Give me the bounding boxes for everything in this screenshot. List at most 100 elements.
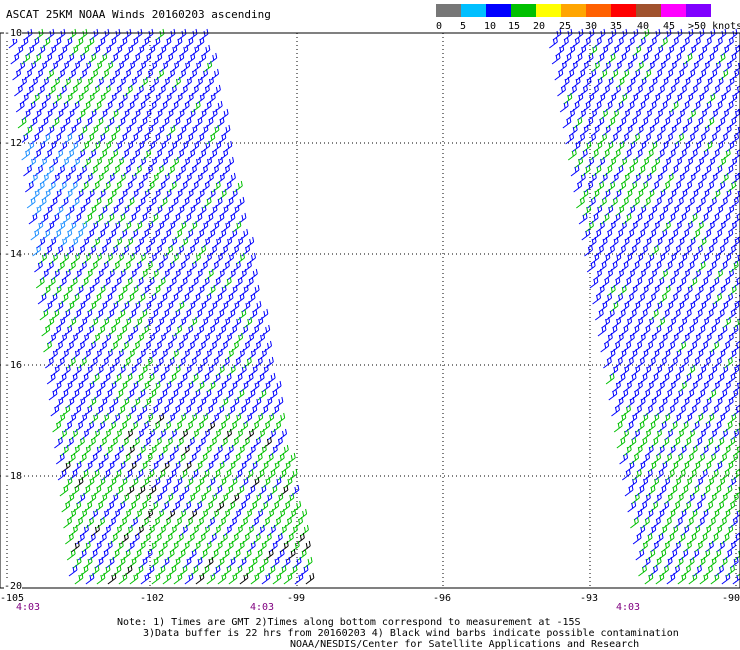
wind-barb-icon — [700, 316, 710, 329]
wind-barb-icon — [89, 28, 99, 41]
wind-barb-icon — [213, 196, 223, 209]
wind-barb-icon — [69, 84, 78, 97]
wind-barb-icon — [287, 508, 297, 521]
wind-barb-icon — [241, 396, 251, 409]
wind-barb-icon — [223, 236, 233, 249]
latitude-label: -18 — [4, 471, 23, 482]
wind-barb-icon — [639, 116, 649, 129]
wind-barb-icon — [144, 316, 154, 329]
wind-barb-icon — [208, 492, 218, 505]
wind-barb-icon — [144, 220, 154, 233]
wind-barb-icon — [685, 324, 695, 337]
wind-barb-icon — [61, 404, 71, 417]
wind-barb-icon — [26, 196, 36, 209]
wind-barb-icon — [78, 164, 87, 177]
wind-barb-icon — [197, 244, 207, 257]
wind-barb-icon — [200, 276, 210, 289]
wind-barb-icon — [649, 308, 659, 321]
wind-barb-icon — [710, 508, 720, 521]
wind-barb-icon — [148, 156, 158, 169]
wind-barb-icon — [560, 36, 569, 49]
wind-barb-icon — [587, 236, 597, 249]
wind-barb-icon — [688, 444, 698, 457]
wind-barb-icon — [82, 156, 92, 169]
wind-barb-icon — [670, 204, 680, 217]
wind-barb-icon — [111, 164, 120, 177]
wind-barb-icon — [244, 564, 254, 577]
wind-barb-icon — [727, 52, 737, 65]
wind-barb-icon — [684, 220, 693, 233]
wind-barb-icon — [25, 44, 35, 57]
wind-barb-icon — [660, 564, 669, 577]
wind-barb-icon — [237, 308, 247, 321]
wind-barb-icon — [109, 436, 118, 449]
time-label: 4:03 — [616, 602, 641, 613]
wind-barb-icon — [665, 44, 675, 57]
note-line-2: 3)Data buffer is 22 hrs from 20160203 4)… — [143, 628, 679, 639]
wind-barb-icon — [72, 116, 82, 129]
wind-barb-icon — [211, 372, 221, 385]
wind-barb-icon — [78, 68, 88, 81]
wind-barb-icon — [43, 244, 53, 257]
wind-barb-icon — [713, 292, 723, 305]
wind-barb-icon — [92, 540, 102, 553]
wind-barb-icon — [208, 52, 218, 65]
wind-barb-icon — [699, 148, 709, 161]
wind-barb-icon — [61, 116, 71, 129]
wind-barb-icon — [122, 412, 132, 425]
wind-barb-icon — [92, 196, 102, 209]
wind-barb-icon — [123, 276, 133, 289]
wind-barb-icon — [249, 268, 258, 281]
wind-barb-icon — [637, 36, 646, 49]
wind-barb-icon — [94, 500, 104, 513]
wind-barb-icon — [139, 172, 148, 185]
wind-barb-icon — [164, 148, 174, 161]
wind-barb-icon — [614, 100, 624, 113]
wind-barb-icon — [160, 308, 170, 321]
wind-barb-icon — [113, 332, 123, 345]
wind-barb-icon — [693, 308, 703, 321]
wind-barb-icon — [58, 84, 67, 97]
wind-barb-icon — [681, 140, 691, 153]
wind-barb-icon — [679, 548, 689, 561]
wind-barb-icon — [123, 468, 133, 481]
wind-barb-icon — [228, 476, 238, 489]
wind-barb-icon — [691, 460, 701, 473]
wind-barb-icon — [263, 492, 273, 505]
wind-barb-icon — [80, 140, 90, 153]
wind-barb-icon — [641, 516, 650, 529]
wind-barb-icon — [173, 572, 183, 585]
wind-barb-icon — [57, 276, 67, 289]
wind-barb-icon — [625, 228, 635, 241]
wind-barb-icon — [156, 564, 166, 577]
wind-barb-icon — [693, 564, 702, 577]
wind-barb-icon — [248, 364, 258, 377]
wind-barb-icon — [116, 364, 126, 377]
wind-barb-icon — [83, 308, 93, 321]
wind-barb-icon — [622, 276, 632, 289]
wind-barb-icon — [655, 148, 665, 161]
wind-barb-icon — [704, 308, 714, 321]
wind-barb-icon — [186, 396, 196, 409]
wind-barb-icon — [21, 148, 31, 161]
wind-barb-icon — [722, 84, 731, 97]
wind-barb-icon — [78, 28, 88, 41]
time-label: 4:03 — [250, 602, 275, 613]
wind-barb-icon — [674, 324, 684, 337]
wind-barb-icon — [587, 68, 597, 81]
wind-barb-icon — [166, 508, 176, 521]
wind-barb-icon — [587, 196, 596, 209]
wind-barb-icon — [79, 180, 89, 193]
wind-barb-icon — [640, 92, 650, 105]
wind-barb-icon — [136, 484, 146, 497]
wind-barb-icon — [136, 540, 146, 553]
wind-barb-icon — [58, 44, 68, 57]
wind-barb-icon — [115, 60, 125, 73]
wind-barb-icon — [584, 244, 593, 257]
wind-barb-icon — [45, 356, 54, 369]
wind-barb-icon — [226, 500, 236, 513]
wind-barb-icon — [91, 140, 101, 153]
wind-barb-icon — [617, 412, 627, 425]
wind-barb-icon — [162, 92, 172, 105]
wind-barb-icon — [713, 356, 722, 369]
